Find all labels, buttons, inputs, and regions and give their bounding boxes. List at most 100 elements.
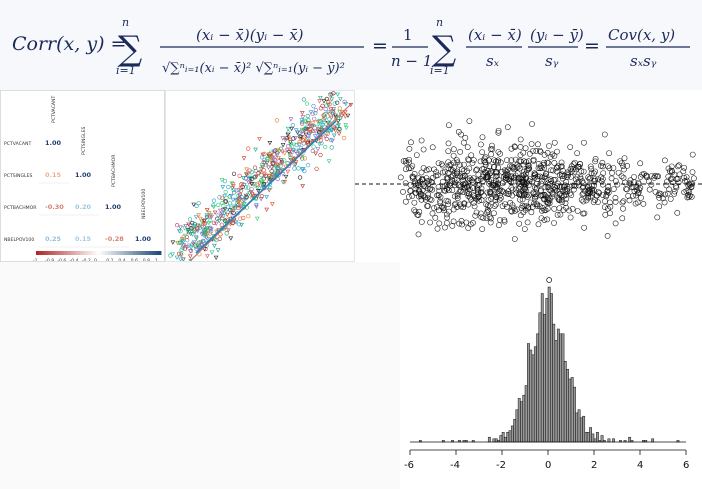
residual-point <box>617 158 623 165</box>
residual-point <box>478 214 485 220</box>
residual-point <box>578 196 585 203</box>
scatter-point <box>222 178 228 184</box>
residual-point <box>547 154 554 160</box>
residual-point <box>501 218 508 225</box>
residual-point <box>538 192 544 199</box>
residual-point <box>459 221 465 228</box>
residual-point <box>581 210 588 217</box>
residual-point <box>606 165 613 171</box>
scatter-point <box>302 118 307 123</box>
residual-point <box>525 165 532 171</box>
scale-swatch <box>76 251 81 255</box>
scatter-point <box>312 116 317 121</box>
scatter-point <box>271 149 277 154</box>
scatter-point <box>259 155 265 160</box>
residual-point <box>451 201 458 208</box>
residual-point <box>620 205 626 212</box>
scatter-point <box>300 121 305 126</box>
residual-point <box>495 164 501 171</box>
scatter-point <box>259 172 264 178</box>
scale-swatch <box>154 251 159 255</box>
residual-point <box>461 172 468 179</box>
scatter-point <box>313 151 319 156</box>
residual-point <box>551 220 557 226</box>
equals-3: = <box>584 35 600 57</box>
residual-point <box>533 148 540 154</box>
residual-point <box>574 208 581 214</box>
matrix-cell: 0.15 <box>75 235 92 243</box>
matrix-col-label: NBELPOV100 <box>141 189 147 219</box>
scatter-point <box>239 182 244 187</box>
scatter-point <box>182 233 188 239</box>
residual-point <box>418 137 425 144</box>
residual-point <box>445 201 451 208</box>
scale-swatch <box>151 251 156 255</box>
scatter-point <box>343 102 349 107</box>
residual-point <box>506 176 513 183</box>
scale-swatch <box>104 251 109 255</box>
scatter-point <box>253 147 258 153</box>
residual-point <box>450 152 457 159</box>
scatter-point <box>299 127 305 133</box>
scatter-point <box>222 220 228 225</box>
residual-point <box>538 174 545 181</box>
residual-point <box>495 176 502 183</box>
scatter-point <box>219 222 224 227</box>
scatter-point <box>269 165 275 170</box>
scatter-point <box>331 107 337 112</box>
scatter-point <box>280 149 285 154</box>
scatter-point <box>315 147 321 152</box>
scatter-point <box>344 125 349 131</box>
scatter-point <box>204 226 210 231</box>
scatter-point <box>189 243 195 248</box>
residual-point <box>575 182 582 189</box>
residual-point <box>612 199 619 205</box>
scale-swatch <box>82 251 87 255</box>
histogram-bar <box>547 286 551 443</box>
residual-point <box>457 173 463 180</box>
scatter-point <box>304 141 310 146</box>
scale-tick-label: -0.4 <box>70 258 79 262</box>
histogram-bar <box>559 333 563 443</box>
residual-point <box>521 203 528 210</box>
residual-point <box>547 176 554 183</box>
residual-point <box>475 190 482 197</box>
scatter-point <box>310 111 315 116</box>
scatter-point <box>201 238 206 243</box>
residual-point <box>608 175 615 182</box>
scatter-point <box>175 223 180 228</box>
residual-point <box>466 118 473 124</box>
residual-point <box>535 221 542 228</box>
residual-point <box>441 183 448 190</box>
residual-point <box>444 214 450 221</box>
residual-point <box>607 203 614 210</box>
residual-point <box>688 193 695 200</box>
residual-point <box>415 231 422 238</box>
residual-point <box>634 199 641 206</box>
residual-point <box>406 156 412 163</box>
scatter-point <box>315 120 321 125</box>
residual-point <box>469 160 476 166</box>
scatter-point <box>313 111 318 116</box>
residual-point <box>460 173 466 180</box>
residual-point <box>465 201 472 208</box>
scatter-point <box>195 228 201 234</box>
residual-point <box>427 196 433 203</box>
residual-point <box>520 179 527 186</box>
choropleth-map-red <box>0 262 200 489</box>
residual-point <box>519 196 526 203</box>
scale-swatch <box>120 251 124 255</box>
residual-point <box>605 184 612 190</box>
residual-point <box>477 158 484 165</box>
residual-point <box>458 203 464 210</box>
scatter-point <box>179 247 184 252</box>
residual-point <box>631 179 637 185</box>
residual-point <box>563 196 569 202</box>
histogram-bar <box>561 333 565 443</box>
residual-point <box>415 181 422 188</box>
residual-point <box>402 180 409 187</box>
residual-point <box>504 157 510 163</box>
residual-point <box>656 203 663 210</box>
scatter-point <box>244 172 249 177</box>
residual-point <box>418 219 425 225</box>
